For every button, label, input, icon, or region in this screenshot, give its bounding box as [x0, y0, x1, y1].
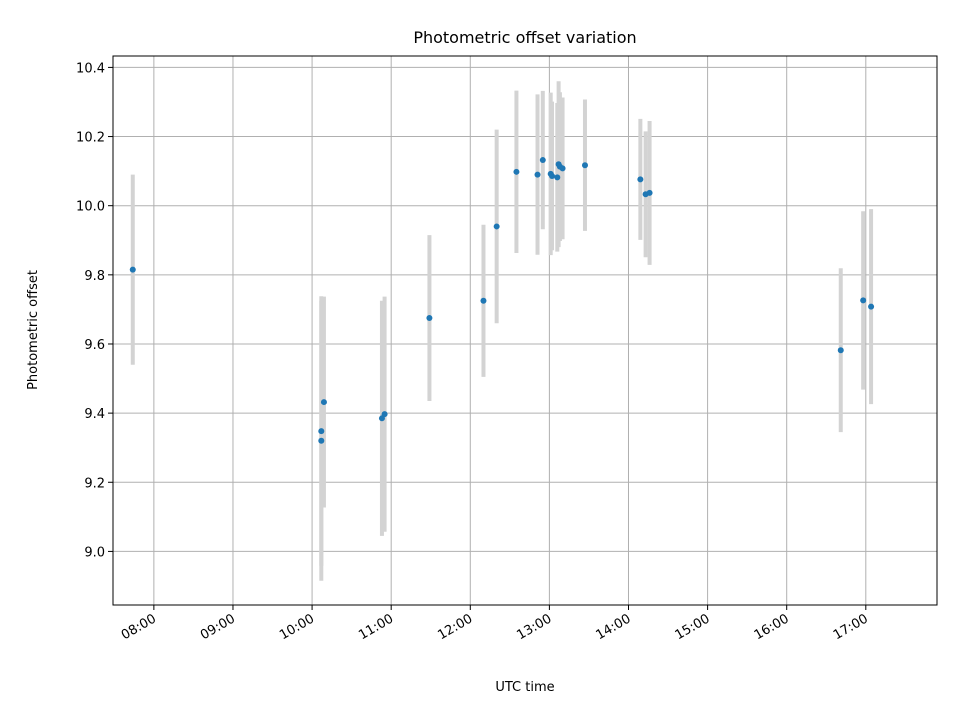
data-point [860, 297, 867, 304]
x-tick-label: 12:00 [435, 611, 475, 643]
grid-lines [113, 56, 937, 605]
data-point [534, 171, 541, 178]
data-point [637, 176, 644, 183]
x-tick-label: 17:00 [831, 611, 871, 643]
y-tick-label: 9.6 [84, 338, 105, 353]
y-axis-label: Photometric offset [26, 270, 41, 390]
chart-title: Photometric offset variation [413, 28, 636, 47]
x-axis-ticks: 08:00 09:00 10:00 11:00 12:00 13:00 14:00 15:00… [119, 605, 871, 643]
x-tick-label: 16:00 [752, 611, 792, 643]
data-point [426, 315, 433, 322]
data-point [318, 428, 325, 435]
data-point [837, 347, 844, 354]
data-point [539, 157, 546, 164]
x-tick-label: 09:00 [198, 611, 238, 643]
y-tick-label: 10.2 [76, 131, 105, 146]
x-tick-label: 15:00 [673, 611, 713, 643]
data-point [493, 223, 500, 230]
data-point [318, 437, 325, 444]
x-tick-label: 14:00 [594, 611, 634, 643]
x-tick-label: 10:00 [277, 611, 317, 643]
y-axis-ticks: 9.0 9.2 9.4 9.6 9.8 10.0 10.2 10.4 [76, 61, 113, 560]
data-point [549, 172, 556, 179]
data-point [381, 411, 388, 418]
data-point [559, 165, 566, 172]
y-tick-label: 9.4 [84, 407, 105, 422]
data-point [646, 189, 653, 196]
data-point [129, 266, 136, 273]
y-tick-label: 9.0 [84, 545, 105, 560]
y-tick-label: 10.4 [76, 61, 105, 76]
data-point [868, 303, 875, 310]
y-tick-label: 9.2 [84, 476, 105, 491]
x-axis-label: UTC time [495, 680, 554, 695]
data-point [513, 168, 520, 175]
y-tick-label: 10.0 [76, 200, 105, 215]
error-bars [130, 81, 874, 581]
x-tick-label: 11:00 [356, 611, 396, 643]
data-point [581, 162, 588, 169]
data-point [480, 297, 487, 304]
x-tick-label: 13:00 [514, 611, 554, 643]
y-tick-label: 9.8 [84, 269, 105, 284]
x-tick-label: 08:00 [119, 611, 159, 643]
data-points [129, 157, 875, 444]
data-point [554, 174, 561, 181]
plot-frame [112, 55, 938, 606]
data-point [320, 399, 327, 406]
